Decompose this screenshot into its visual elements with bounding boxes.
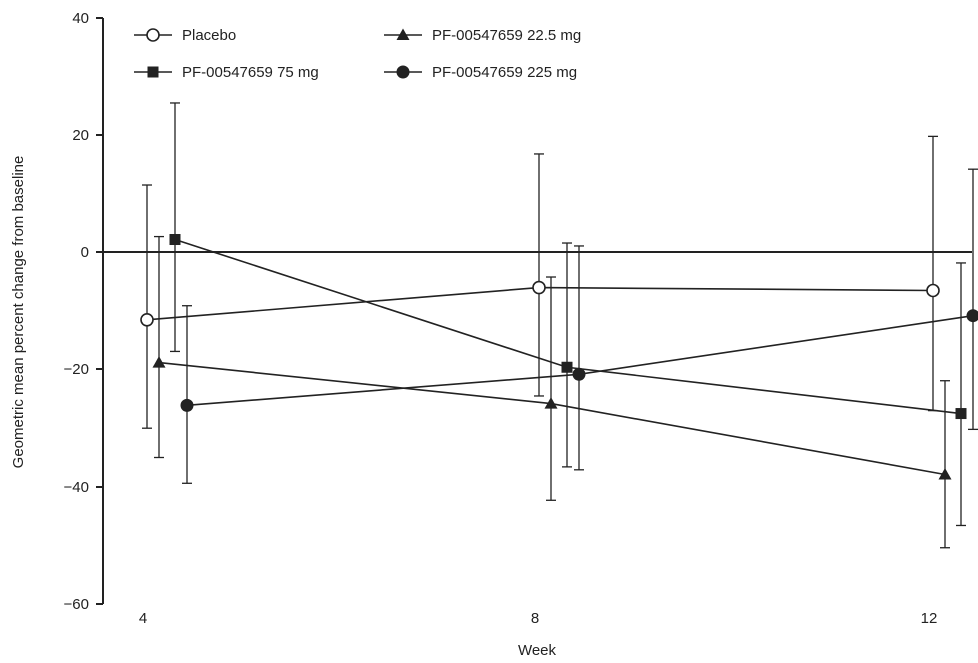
series-pf-00547659-22-5-mg — [152, 235, 952, 549]
error-bar-pf-00547659-22-5-mg-week-12 — [940, 380, 950, 549]
legend-label-pf-00547659-22-5-mg: PF-00547659 22.5 mg — [432, 27, 581, 44]
data-point-pf-00547659-22-5-mg-week-8 — [544, 397, 558, 409]
data-point-placebo-week-12 — [926, 283, 940, 298]
error-bar-pf-00547659-225-mg-week-8 — [574, 245, 584, 471]
legend: Placebo PF-00547659 22.5 mg PF-00547659 75… — [134, 27, 581, 81]
x-tick-label-4: 4 — [139, 610, 147, 627]
y-ticks: 40 20 0 −20 −40 −60 — [64, 10, 103, 613]
error-bar-pf-00547659-75-mg-week-8 — [562, 242, 572, 468]
y-tick-label-minus-40: −40 — [64, 479, 89, 496]
data-point-pf-00547659-22-5-mg-week-12 — [938, 467, 952, 480]
error-bar-pf-00547659-75-mg-week-4 — [170, 102, 180, 353]
axes — [102, 18, 972, 604]
error-bar-pf-00547659-75-mg-week-12 — [956, 262, 966, 527]
data-point-pf-00547659-225-mg-week-12 — [966, 309, 978, 323]
legend-label-pf-00547659-225-mg: PF-00547659 225 mg — [432, 64, 577, 81]
data-point-placebo-week-8 — [532, 280, 546, 295]
series-line-pf-00547659-225-mg — [186, 314, 974, 407]
data-point-pf-00547659-75-mg-week-12 — [955, 408, 967, 420]
y-tick-label-minus-60: −60 — [64, 596, 89, 613]
data-point-placebo-week-4 — [140, 312, 154, 327]
legend-item-placebo: Placebo — [134, 27, 236, 44]
legend-marker-pf-00547659-225-mg — [396, 65, 410, 79]
x-axis-title: Week — [518, 642, 557, 659]
error-bar-pf-00547659-22-5-mg-week-4 — [154, 235, 164, 459]
error-bar-placebo-week-8 — [534, 153, 544, 397]
error-bar-pf-00547659-225-mg-week-4 — [182, 305, 192, 484]
legend-item-pf-00547659-22-5-mg: PF-00547659 22.5 mg — [384, 27, 581, 44]
series-layer — [140, 102, 978, 549]
y-tick-label-40: 40 — [72, 10, 89, 27]
y-tick-label-0: 0 — [81, 244, 89, 261]
data-point-pf-00547659-22-5-mg-week-4 — [152, 356, 166, 368]
y-axis-title: Geometric mean percent change from basel… — [10, 156, 27, 469]
legend-marker-placebo — [146, 28, 160, 42]
error-bar-pf-00547659-22-5-mg-week-8 — [546, 276, 556, 501]
x-tick-label-8: 8 — [531, 610, 539, 627]
legend-label-placebo: Placebo — [182, 27, 236, 44]
data-point-pf-00547659-75-mg-week-4 — [169, 234, 181, 246]
data-point-pf-00547659-225-mg-week-8 — [572, 367, 586, 381]
error-bar-placebo-week-4 — [142, 184, 152, 429]
legend-marker-pf-00547659-22-5-mg — [396, 28, 410, 40]
error-bar-placebo-week-12 — [928, 135, 938, 412]
legend-item-pf-00547659-75-mg: PF-00547659 75 mg — [134, 64, 319, 81]
series-pf-00547659-225-mg — [180, 168, 978, 484]
data-point-pf-00547659-75-mg-week-8 — [561, 361, 573, 373]
data-point-pf-00547659-225-mg-week-4 — [180, 398, 194, 412]
y-tick-label-20: 20 — [72, 127, 89, 144]
legend-marker-pf-00547659-75-mg — [147, 66, 159, 78]
error-bar-pf-00547659-225-mg-week-12 — [968, 168, 978, 431]
series-pf-00547659-75-mg — [169, 102, 967, 527]
series-line-pf-00547659-75-mg — [174, 238, 962, 415]
legend-label-pf-00547659-75-mg: PF-00547659 75 mg — [182, 64, 319, 81]
y-tick-label-minus-20: −20 — [64, 361, 89, 378]
x-ticks: 4 8 12 — [139, 610, 938, 627]
legend-item-pf-00547659-225-mg: PF-00547659 225 mg — [384, 64, 577, 81]
series-placebo — [140, 135, 940, 429]
series-line-pf-00547659-22-5-mg — [158, 361, 946, 476]
x-tick-label-12: 12 — [921, 610, 938, 627]
